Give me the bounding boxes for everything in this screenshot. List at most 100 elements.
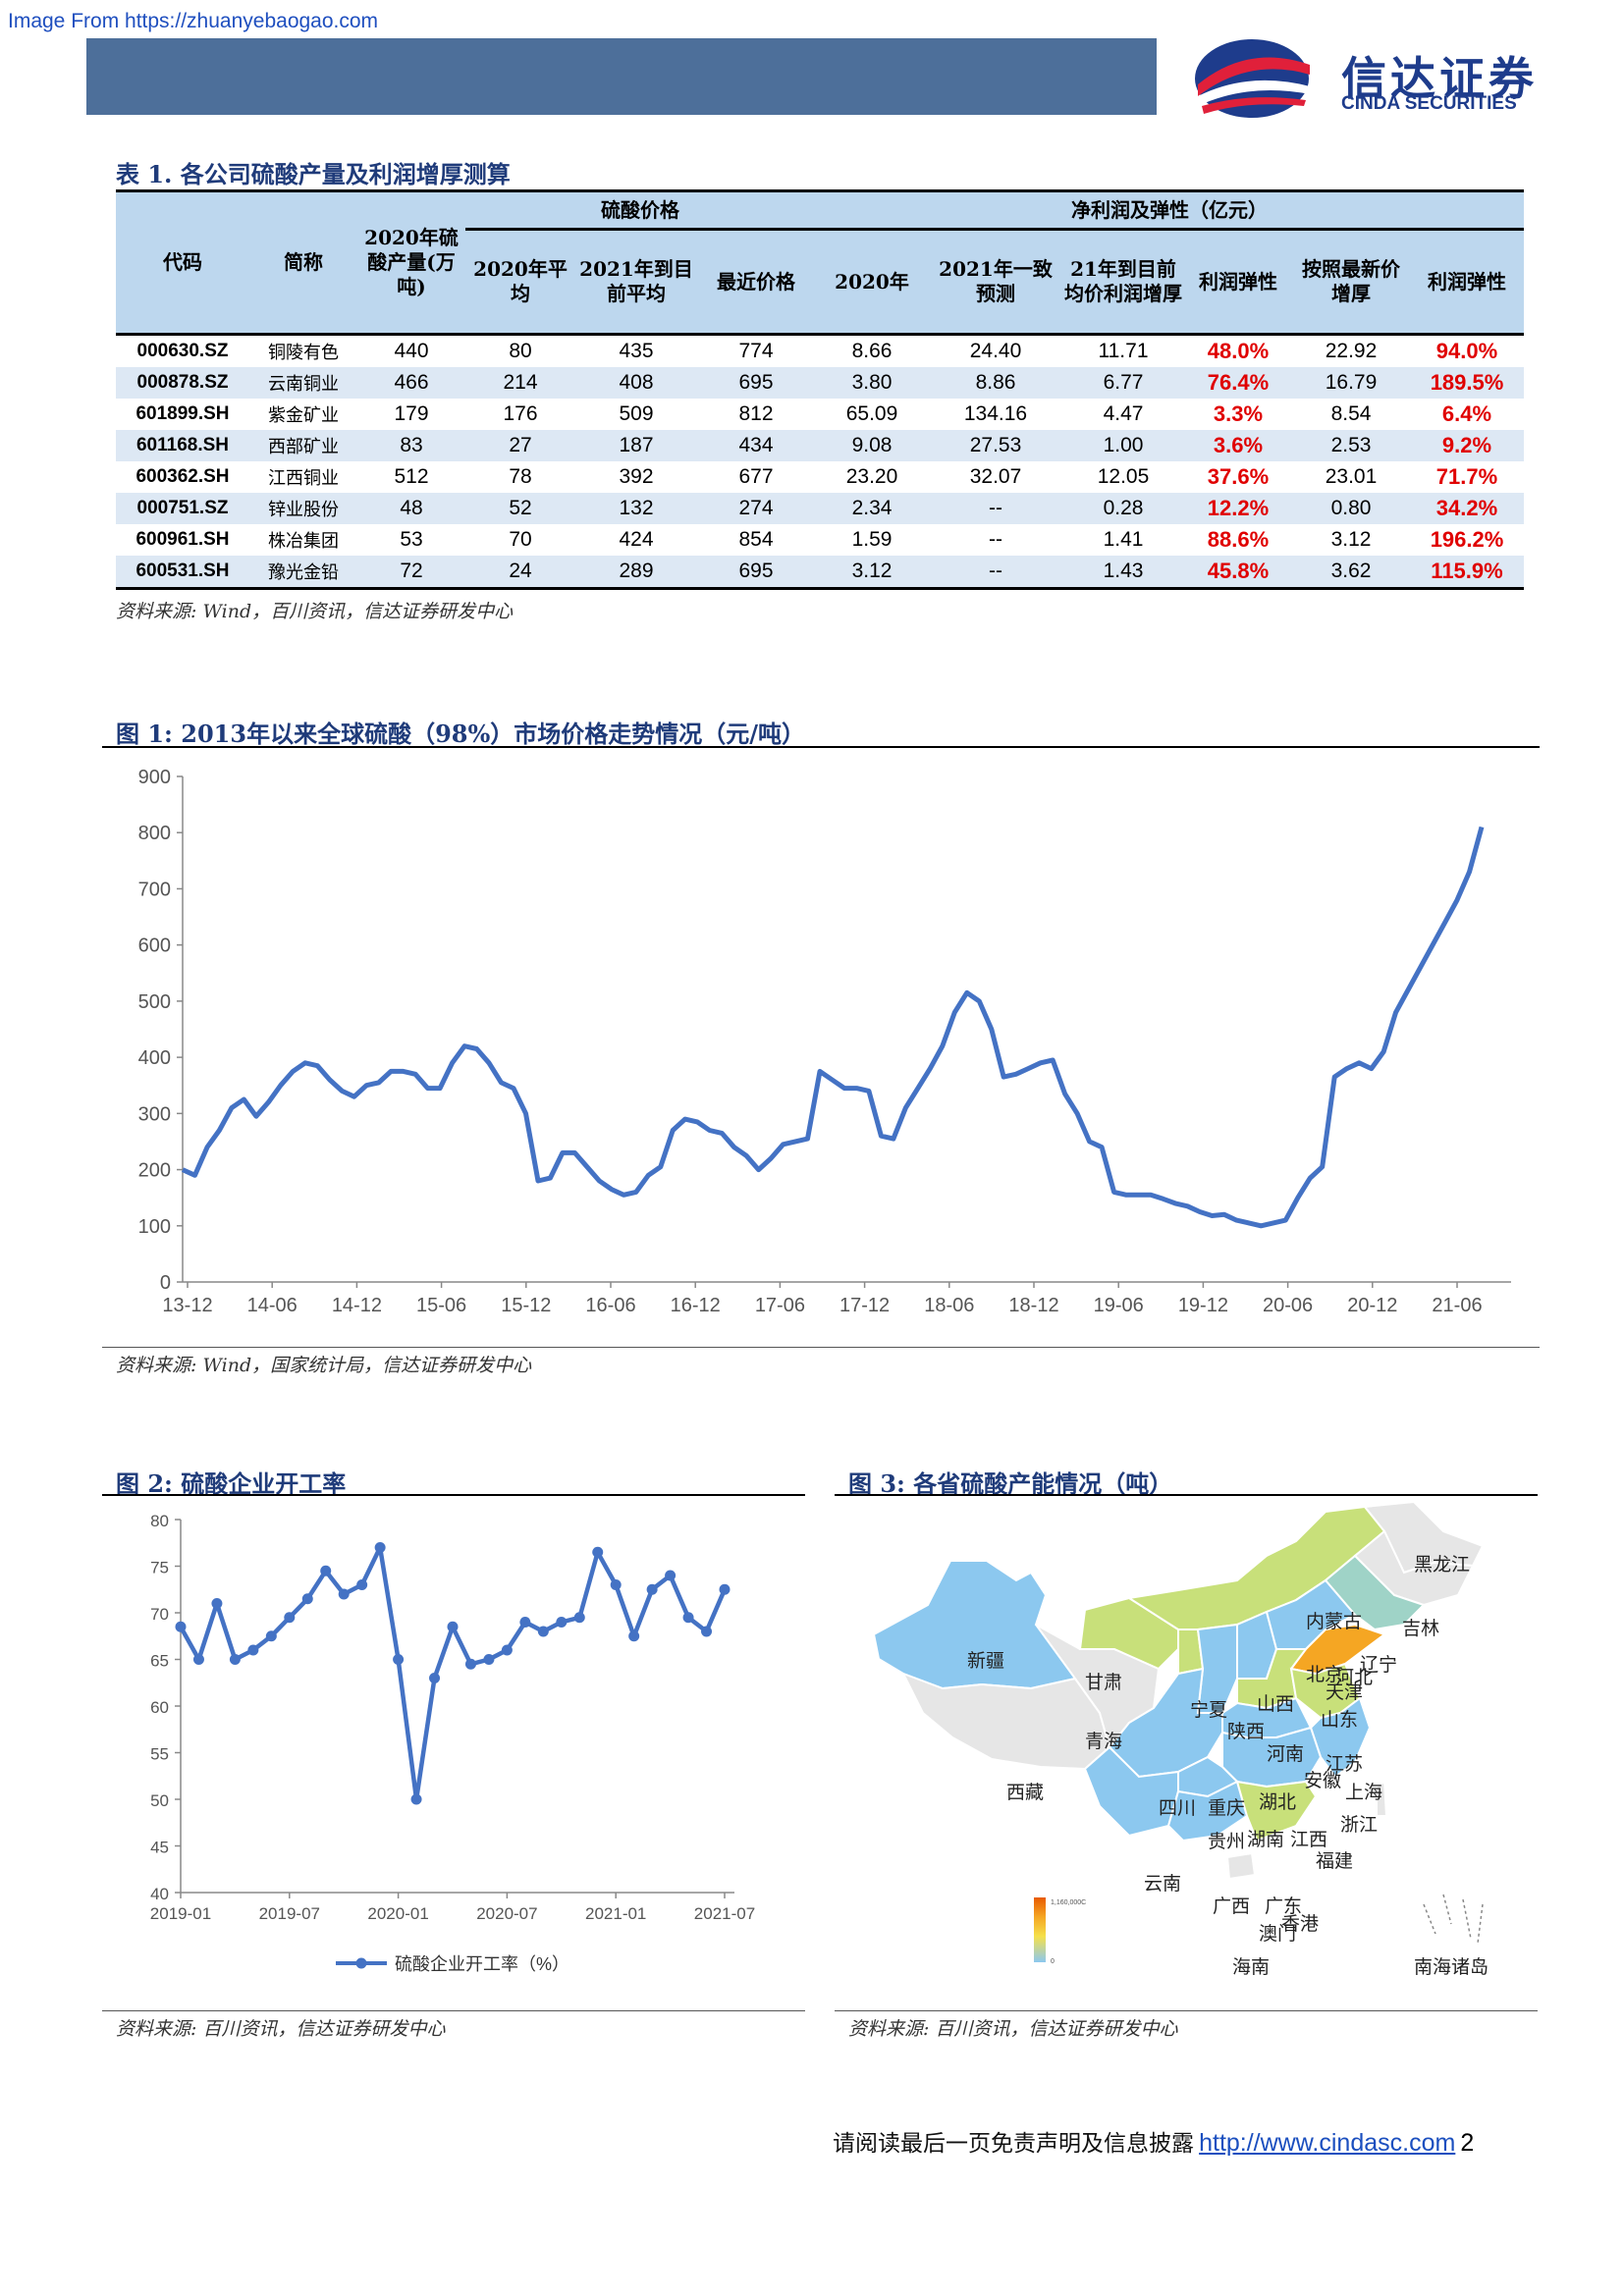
table-cell: 8.86 [929, 367, 1062, 399]
data-point [665, 1570, 677, 1581]
table-cell: 6.4% [1441, 401, 1492, 426]
table-cell: 677 [738, 465, 774, 488]
map-label-shanghai: 上海 [1345, 1782, 1382, 1803]
table-cell: 392 [619, 465, 654, 488]
table-cell: 189.5% [1410, 367, 1524, 399]
map-label-guizhou: 贵州 [1208, 1831, 1245, 1852]
table-cell: 27.53 [929, 430, 1062, 461]
table-cell: 176 [503, 402, 538, 425]
table-cell: 115.9% [1410, 556, 1524, 590]
watermark-text: Image From https://zhuanyebaogao.com [8, 10, 379, 32]
group-header-price: 硫酸价格 [465, 189, 815, 231]
header-banner [86, 38, 1157, 115]
table-cell: 000630.SZ [136, 341, 229, 361]
x-tick-label: 2019-07 [259, 1904, 320, 1923]
fig3-source: 资料来源: 百川资讯，信达证券研发中心 [848, 2018, 1178, 2040]
y-tick-label: 200 [138, 1160, 171, 1182]
y-tick-label: 80 [150, 1512, 169, 1530]
footer: 请阅读最后一页免责声明及信息披露 http://www.cindasc.com … [833, 2124, 1474, 2158]
table-cell: 12.2% [1184, 493, 1292, 524]
table-cell: 71.7% [1435, 464, 1498, 489]
y-tick-label: 40 [150, 1885, 169, 1903]
table-cell: 94.0% [1435, 339, 1498, 363]
x-tick-label: 16-06 [585, 1295, 635, 1316]
data-point [211, 1598, 223, 1609]
x-tick-label: 13-12 [162, 1295, 212, 1316]
data-point [556, 1617, 568, 1628]
table-cell: 695 [697, 367, 815, 399]
data-point [464, 1658, 476, 1670]
map-label-hongkong: 香港 [1281, 1913, 1319, 1935]
x-tick-label: 14-06 [247, 1295, 298, 1316]
table-cell: 72 [357, 556, 465, 590]
region-zhejiang [1309, 1696, 1372, 1779]
table-cell: 豫光金铅 [249, 556, 357, 590]
legend-label: 硫酸企业开工率（%） [395, 1954, 569, 1974]
y-tick-label: 600 [138, 935, 171, 957]
table-cell: 179 [394, 402, 429, 425]
table-cell: 8.54 [1330, 402, 1372, 425]
table-cell: 12.05 [1097, 465, 1150, 488]
table-cell: 9.2% [1410, 430, 1524, 461]
map-scale-min: 0 [1051, 1958, 1055, 1965]
logo-chinese-text: 信达证券 [1341, 52, 1538, 105]
col-header-latest-price: 最近价格 [697, 229, 815, 336]
table-cell: 774 [738, 340, 774, 362]
map-label-hainan: 海南 [1232, 1956, 1270, 1978]
map-label-jilin: 吉林 [1402, 1618, 1439, 1639]
region-taiwan [1376, 1780, 1388, 1817]
col-header-2020-profit: 2020年 [815, 229, 929, 336]
col-header-profit-increase: 21年到目前均价利润增厚 [1062, 229, 1184, 336]
data-point [301, 1593, 313, 1605]
table-cell: 509 [619, 402, 654, 425]
table-cell: 600961.SH [135, 529, 230, 550]
table-cell: -- [929, 556, 1062, 590]
table-cell: 134.16 [963, 402, 1028, 425]
footer-website-link[interactable]: http://www.cindasc.com [1199, 2129, 1456, 2157]
map-label-chongqing: 重庆 [1208, 1797, 1245, 1819]
table-source: 资料来源: Wind，百川资讯，信达证券研发中心 [116, 601, 514, 622]
table-cell: 2.53 [1292, 430, 1410, 461]
table-cell: 408 [575, 367, 697, 399]
table-cell: 34.2% [1410, 493, 1524, 524]
table-cell: 32.07 [969, 465, 1022, 488]
col-header-2021-consensus: 2021年一致预测 [929, 229, 1062, 336]
x-tick-label: 21-06 [1432, 1295, 1482, 1316]
map-label-fujian: 福建 [1316, 1850, 1353, 1872]
table-cell: 83 [357, 430, 465, 461]
fig3-title: 图 3: 各省硫酸产能情况（吨） [848, 1469, 1173, 1498]
table-cell: 22.92 [1325, 340, 1378, 362]
table-cell: 65.09 [845, 402, 898, 425]
data-point [356, 1579, 368, 1590]
table-cell: -- [929, 493, 1062, 524]
map-label-yunnan: 云南 [1144, 1873, 1181, 1895]
table-cell: 80 [509, 340, 532, 362]
x-tick-label: 18-12 [1008, 1295, 1058, 1316]
table-cell: 1.59 [851, 528, 893, 551]
map-label-macau: 澳门 [1259, 1923, 1296, 1945]
table-cell: 8.66 [851, 340, 893, 362]
x-tick-label: 20-06 [1263, 1295, 1313, 1316]
table-row: 601168.SH 西部矿业 83 27 187 434 9.08 27.53 1.00 3.6%… [116, 430, 1524, 461]
table-cell: 70 [509, 528, 532, 551]
table-cell: 16.79 [1292, 367, 1410, 399]
table-cell: 37.6% [1207, 464, 1270, 489]
footer-disclaimer: 请阅读最后一页免责声明及信息披露 [833, 2131, 1194, 2157]
table-cell: 424 [619, 528, 654, 551]
table-cell: 435 [619, 340, 654, 362]
table-cell: 000751.SZ [116, 493, 249, 524]
table-cell: 3.12 [815, 556, 929, 590]
table-cell: 214 [465, 367, 575, 399]
map-label-shandong: 山东 [1321, 1709, 1358, 1731]
map-label-anhui: 安徽 [1304, 1770, 1341, 1791]
table-cell: 601168.SH [116, 430, 249, 461]
series-line [181, 826, 1485, 1229]
table-cell: 23.01 [1325, 465, 1378, 488]
y-tick-label: 70 [150, 1605, 169, 1624]
table-cell: 812 [738, 402, 774, 425]
data-point [229, 1654, 241, 1665]
x-tick-label: 2020-01 [367, 1904, 428, 1923]
page-number: 2 [1460, 2129, 1475, 2157]
y-tick-label: 500 [138, 991, 171, 1013]
table-cell: 2.34 [815, 493, 929, 524]
